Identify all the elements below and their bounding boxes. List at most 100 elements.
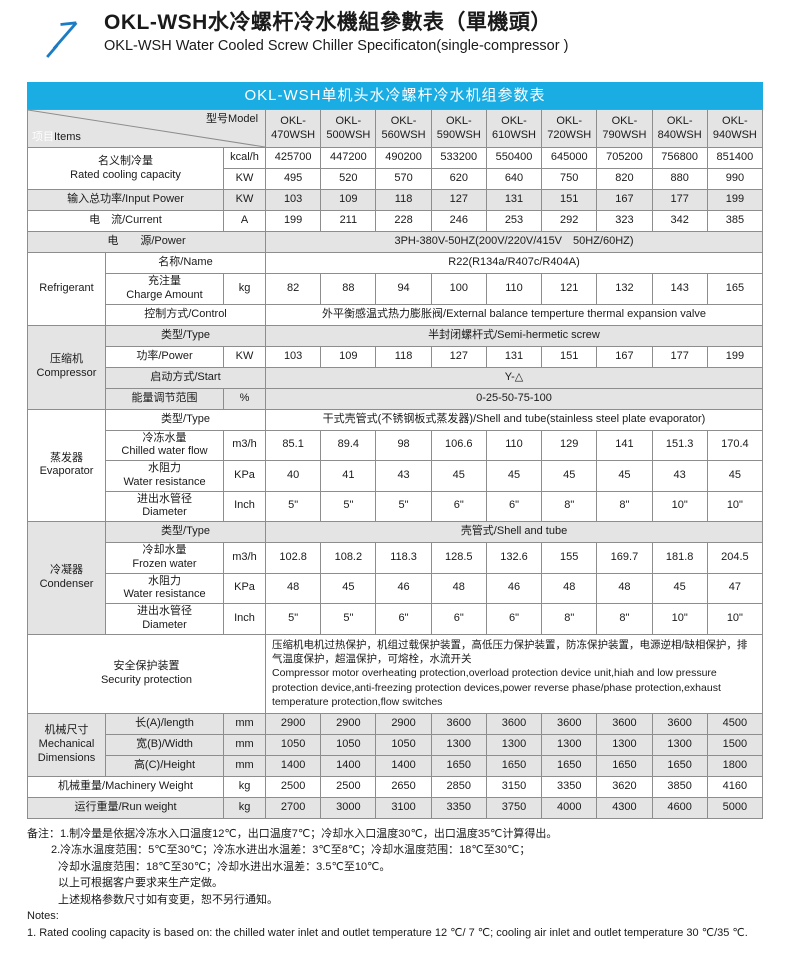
run-weight-value-0: 2700 [265, 796, 322, 819]
evap-pipe-diameter-value-7: 10" [651, 490, 708, 522]
height-value-2: 1400 [375, 754, 432, 777]
page-subtitle: OKL-WSH Water Cooled Screw Chiller Speci… [104, 38, 569, 55]
cond-pipe-diameter-value-5: 8" [541, 603, 598, 635]
chilled-water-flow-value-1: 89.4 [320, 429, 377, 461]
cond-water-resistance-value-0: 48 [265, 572, 322, 604]
row-evaporator-type: 蒸发器 Evaporator 类型/Type 干式壳管式(不锈钢板式蒸发器)/She… [27, 408, 763, 522]
length-value-1: 2900 [320, 712, 377, 735]
evap-pipe-diameter-item: 进出水管径 Diameter [105, 490, 224, 522]
diagonal-divider [28, 110, 265, 147]
evap-water-resistance-value-0: 40 [265, 460, 322, 492]
input-power-value-6: 167 [596, 189, 653, 211]
power-supply-item: 电 源/Power [26, 231, 267, 253]
cond-water-resistance-value-7: 45 [651, 572, 708, 604]
chilled-water-flow-value-0: 85.1 [265, 429, 322, 461]
height-value-5: 1650 [541, 754, 598, 777]
notes-section: 备注：1.制冷量是依据冷冻水入口温度12℃，出口温度7℃；冷却水入口温度30℃，… [27, 826, 763, 942]
compressor-power-value-7: 177 [651, 345, 708, 368]
width-value-5: 1300 [541, 733, 598, 756]
table-title-banner: OKL-WSH单机头水冷螺杆冷水机组参数表 [27, 82, 763, 109]
evap-pipe-diameter-value-3: 6" [430, 490, 487, 522]
row-refrigerant-name: Refrigerant 名称/Name R22(R134a/R407c/R404A) [27, 252, 763, 326]
run-weight-value-2: 3100 [375, 796, 432, 819]
model-header-500WSH: OKL- 500WSH [320, 109, 377, 148]
spec-table-body: 型号Model 项目Items OKL- 470WSH OKL- 500WSH OKL-… [26, 109, 764, 819]
cond-water-resistance-value-6: 48 [596, 572, 653, 604]
energy-adjust-range-unit: % [222, 387, 267, 410]
run-weight-value-3: 3350 [430, 796, 487, 819]
rated-cooling-kw-value-5: 750 [541, 168, 598, 190]
current-value-2: 228 [375, 210, 432, 232]
cond-water-resistance-value-8: 47 [706, 572, 764, 604]
machinery-weight-value-3: 2850 [430, 775, 487, 798]
width-value-7: 1300 [651, 733, 708, 756]
input-power-value-8: 199 [706, 189, 764, 211]
note-line-zh: 2.冷冻水温度范围：5℃至30℃；冷冻水进出水温差：3℃至8℃；冷却水温度范围：… [51, 844, 531, 857]
row-condenser-type: 冷凝器 Condenser 类型/Type 壳管式/Shell and tube [27, 521, 763, 635]
model-header-790WSH: OKL- 790WSH [596, 109, 653, 148]
cond-water-resistance-value-5: 48 [541, 572, 598, 604]
row-cond-water-resistance: 水阻力 Water resistance KPa 48 45 46 48 46 48 48 45 4… [28, 572, 764, 604]
length-value-8: 4500 [706, 712, 764, 735]
model-header-label: 型号Model [206, 113, 259, 125]
current-value-6: 323 [596, 210, 653, 232]
frozen-water-flow-value-0: 102.8 [265, 542, 322, 574]
frozen-water-flow-value-1: 108.2 [320, 542, 377, 574]
refrigerant-name-span: R22(R134a/R407c/R404A) [265, 252, 763, 274]
run-weight-value-8: 5000 [706, 796, 764, 819]
model-header-720WSH: OKL- 720WSH [541, 109, 598, 148]
rated-cooling-kw-value-6: 820 [596, 168, 653, 190]
machinery-weight-unit: kg [222, 775, 267, 798]
rated-cooling-kcal-value-7: 756800 [651, 147, 708, 169]
frozen-water-flow-value-3: 128.5 [430, 542, 487, 574]
evap-water-resistance-item: 水阻力 Water resistance [105, 460, 224, 492]
width-unit: mm [222, 733, 267, 756]
compressor-power-value-5: 151 [541, 345, 598, 368]
machinery-weight-value-7: 3850 [651, 775, 708, 798]
rated-cooling-kcal-value-0: 425700 [265, 147, 322, 169]
frozen-water-flow-value-2: 118.3 [375, 542, 432, 574]
row-height: 高(C)/Height mm 1400 1400 1400 1650 1650 1650 165… [28, 754, 764, 777]
compressor-group-label: 压缩机 Compressor [27, 324, 106, 410]
length-value-6: 3600 [596, 712, 653, 735]
evaporator-group-label: 蒸发器 Evaporator [27, 408, 106, 522]
rated-cooling-kw-value-2: 570 [375, 168, 432, 190]
evap-pipe-diameter-value-6: 8" [596, 490, 653, 522]
row-evap-pipe-diameter: 进出水管径 Diameter Inch 5" 5" 5" 6" 6" 8" 8" 10" 10" [28, 490, 764, 522]
length-unit: mm [222, 712, 267, 735]
input-power-value-4: 131 [485, 189, 543, 211]
height-value-0: 1400 [265, 754, 322, 777]
cond-pipe-diameter-value-1: 5" [320, 603, 377, 635]
rated-cooling-kcal-value-6: 705200 [596, 147, 653, 169]
rated-cooling-kw-value-7: 880 [651, 168, 708, 190]
row-evap-water-resistance: 水阻力 Water resistance KPa 40 41 43 45 45 45 45 43 4… [28, 460, 764, 492]
page-header: OKL-WSH水冷螺杆冷水機組參數表（單機頭） OKL-WSH Water Co… [0, 0, 790, 74]
start-mode-item: 启动方式/Start [104, 366, 267, 389]
evap-water-resistance-value-8: 45 [706, 460, 764, 492]
condenser-group-label: 冷凝器 Condenser [27, 521, 106, 635]
width-value-4: 1300 [485, 733, 543, 756]
row-charge-amount: 充注量 Charge Amount kg 82 88 94 100 110 121 132 143… [28, 273, 764, 305]
compressor-power-value-4: 131 [485, 345, 543, 368]
model-header-560WSH: OKL- 560WSH [375, 109, 432, 148]
run-weight-value-4: 3750 [485, 796, 543, 819]
run-weight-item: 运行重量/Run weight [27, 796, 224, 819]
machinery-weight-value-5: 3350 [541, 775, 598, 798]
cond-pipe-diameter-value-0: 5" [265, 603, 322, 635]
mechanical-dimensions-group-label: 机械尺寸 Mechanical Dimensions [27, 712, 106, 777]
compressor-power-value-1: 109 [320, 345, 377, 368]
row-rated-cooling-kw: KW 495 520 570 620 640 750 820 880 990 [28, 168, 764, 190]
machinery-weight-value-0: 2500 [265, 775, 322, 798]
run-weight-value-1: 3000 [320, 796, 377, 819]
charge-amount-value-3: 100 [430, 273, 487, 305]
length-item: 长(A)/length [105, 712, 224, 735]
length-value-7: 3600 [651, 712, 708, 735]
evap-water-resistance-value-4: 45 [485, 460, 543, 492]
notes-en-title: Notes: [27, 910, 59, 923]
machinery-weight-value-8: 4160 [706, 775, 764, 798]
start-mode-span: Y-△ [265, 366, 763, 389]
row-cond-pipe-diameter: 进出水管径 Diameter Inch 5" 5" 6" 6" 6" 8" 8" 10" 10" [28, 603, 764, 635]
current-value-1: 211 [320, 210, 377, 232]
height-value-7: 1650 [651, 754, 708, 777]
row-chilled-water-flow: 冷冻水量 Chilled water flow m3/h 85.1 89.4 98 106… [28, 429, 764, 461]
